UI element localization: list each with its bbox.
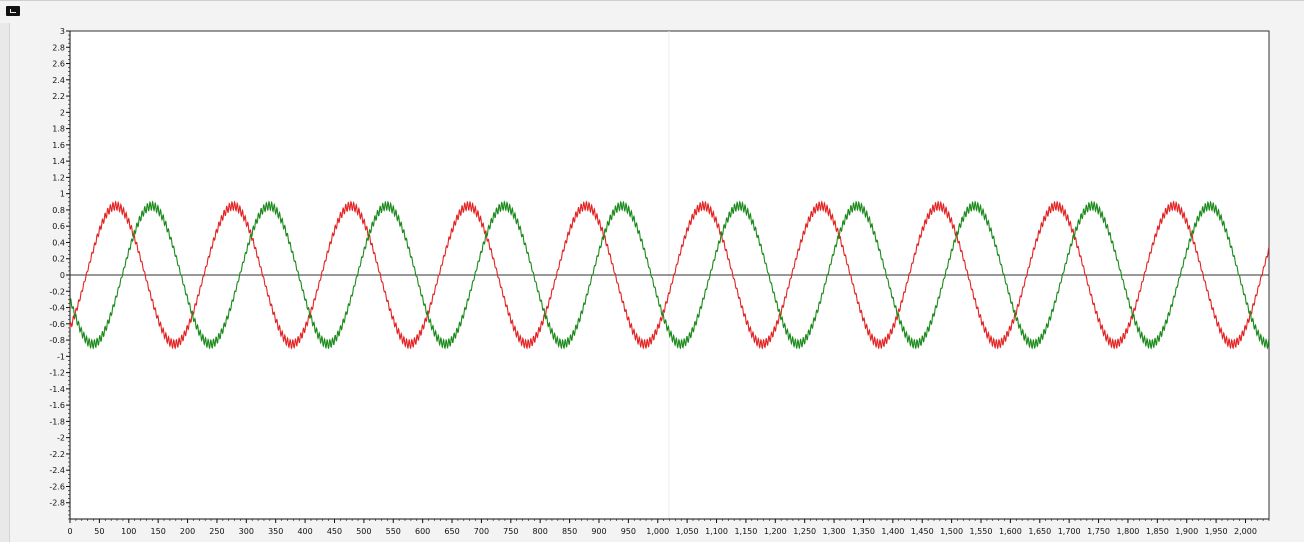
x-tick-label: 1,300 — [823, 527, 846, 536]
y-tick-label: 0 — [60, 271, 65, 280]
y-tick-label: 1.2 — [52, 173, 65, 182]
y-tick-label: 0.2 — [52, 255, 65, 264]
x-tick-label: 1,900 — [1175, 527, 1198, 536]
x-tick-label: 700 — [474, 527, 489, 536]
x-tick-label: 1,600 — [999, 527, 1022, 536]
x-tick-label: 550 — [386, 527, 401, 536]
x-tick-label: 1,850 — [1146, 527, 1169, 536]
y-tick-label: -1.2 — [49, 369, 65, 378]
x-tick-label: 400 — [297, 527, 312, 536]
x-tick-label: 1,150 — [734, 527, 757, 536]
y-tick-label: -2.2 — [49, 450, 65, 459]
y-tick-label: -1.6 — [49, 401, 65, 410]
y-tick-label: -2 — [57, 434, 65, 443]
series-layer — [69, 200, 1270, 350]
x-tick-label: 1,350 — [852, 527, 875, 536]
y-tick-label: -0.2 — [49, 287, 65, 296]
y-tick-label: 2.6 — [52, 60, 65, 69]
y-tick-label: -1.8 — [49, 417, 65, 426]
y-tick-label: -0.6 — [49, 320, 65, 329]
x-tick-label: 1,750 — [1087, 527, 1110, 536]
y-tick-label: 0.6 — [52, 222, 65, 231]
x-tick-label: 450 — [327, 527, 342, 536]
x-tick-label: 650 — [444, 527, 459, 536]
y-tick-label: 1 — [60, 190, 65, 199]
x-tick-label: 1,200 — [764, 527, 787, 536]
x-tick-label: 2,000 — [1234, 527, 1257, 536]
y-tick-label: 2.8 — [52, 43, 65, 52]
x-tick-label: 350 — [268, 527, 283, 536]
y-tick-label: 2.2 — [52, 92, 65, 101]
y-tick-label: 2.4 — [52, 76, 65, 85]
y-tick-label: 1.8 — [52, 125, 65, 134]
x-tick-label: 1,400 — [881, 527, 904, 536]
x-tick-label: 1,250 — [793, 527, 816, 536]
x-tick-label: 1,950 — [1205, 527, 1228, 536]
y-tick-label: 1.6 — [52, 141, 65, 150]
x-tick-label: 850 — [562, 527, 577, 536]
x-tick-label: 50 — [94, 527, 104, 536]
x-tick-label: 1,000 — [646, 527, 669, 536]
x-tick-label: 250 — [209, 527, 224, 536]
x-tick-label: 500 — [356, 527, 371, 536]
x-tick-label: 100 — [121, 527, 136, 536]
x-tick-label: 1,550 — [970, 527, 993, 536]
y-tick-label: -0.4 — [49, 304, 65, 313]
x-tick-label: 0 — [67, 527, 72, 536]
x-tick-label: 150 — [151, 527, 166, 536]
x-tick-label: 1,800 — [1116, 527, 1139, 536]
y-tick-label: 0.4 — [52, 238, 65, 247]
x-tick-label: 200 — [180, 527, 195, 536]
x-tick-label: 950 — [621, 527, 636, 536]
x-axis: 0 50 100 150 200 250 300 350 400 450 500 550 600 650 7… — [67, 518, 1270, 536]
x-tick-label: 1,700 — [1058, 527, 1081, 536]
y-tick-label: 2 — [60, 108, 65, 117]
x-tick-label: 1,500 — [940, 527, 963, 536]
left-scroll-strip — [0, 23, 10, 542]
y-tick-label: -1.4 — [49, 385, 65, 394]
y-tick-label: -2.6 — [49, 482, 65, 491]
y-tick-label: -1 — [57, 352, 65, 361]
x-tick-label: 1,100 — [705, 527, 728, 536]
x-tick-label: 300 — [239, 527, 254, 536]
x-tick-label: 900 — [591, 527, 606, 536]
x-tick-label: 1,450 — [911, 527, 934, 536]
y-tick-label: 1.4 — [52, 157, 65, 166]
x-tick-label: 750 — [503, 527, 518, 536]
series-line-1 — [69, 200, 1270, 350]
x-tick-label: 800 — [533, 527, 548, 536]
x-tick-label: 600 — [415, 527, 430, 536]
y-tick-label: 0.8 — [52, 206, 65, 215]
y-tick-label: -2.4 — [49, 466, 65, 475]
y-tick-label: 3 — [60, 27, 65, 36]
series-line-2 — [69, 200, 1270, 350]
window-menu-icon[interactable] — [6, 6, 20, 16]
y-axis: 3 2.8 2.6 2.4 2.2 2 1.8 1.6 1.4 1.2 1 0.8 0.6 0.4 0.2 0… — [49, 27, 71, 520]
y-tick-label: -2.8 — [49, 499, 65, 508]
x-tick-label: 1,650 — [1028, 527, 1051, 536]
y-tick-label: -0.8 — [49, 336, 65, 345]
x-tick-label: 1,050 — [676, 527, 699, 536]
